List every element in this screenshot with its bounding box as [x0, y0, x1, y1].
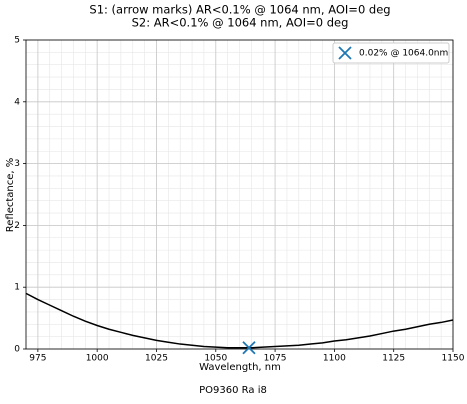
marker-cross — [242, 341, 256, 355]
marker-cross — [338, 46, 352, 60]
chart-title: S1: (arrow marks) AR<0.1% @ 1064 nm, AOI… — [89, 3, 390, 17]
x-axis-label: Wavelength, nm — [199, 362, 281, 373]
y-tick-label: 4 — [14, 97, 20, 107]
line — [25, 292, 454, 349]
legend-box — [332, 42, 450, 64]
x-tick-label: 1000 — [86, 354, 109, 364]
x-tick-label: 1125 — [382, 354, 405, 364]
y-tick-label: 3 — [14, 159, 20, 169]
marker — [242, 341, 256, 355]
chart-subtitle: S2: AR<0.1% @ 1064 nm, AOI=0 deg — [132, 16, 349, 30]
y-tick-label: 1 — [14, 283, 20, 293]
x-tick-label: 1075 — [264, 354, 287, 364]
legend-label: 0.02% @ 1064.0nm — [359, 49, 448, 59]
caption: PO9360 Ra i8 — [199, 385, 267, 396]
y-tick-label: 0 — [14, 345, 20, 355]
x-tick-label: 1025 — [145, 354, 168, 364]
y-axis-label: Reflectance, % — [5, 158, 16, 233]
x-tick-label: 975 — [29, 354, 46, 364]
marker — [338, 46, 352, 60]
x-tick-label: 1050 — [204, 354, 227, 364]
x-tick-label: 1150 — [442, 354, 465, 364]
plot-frame — [25, 39, 454, 350]
y-tick-label: 5 — [14, 36, 20, 46]
y-tick-label: 2 — [14, 221, 20, 231]
x-tick-label: 1100 — [323, 354, 346, 364]
